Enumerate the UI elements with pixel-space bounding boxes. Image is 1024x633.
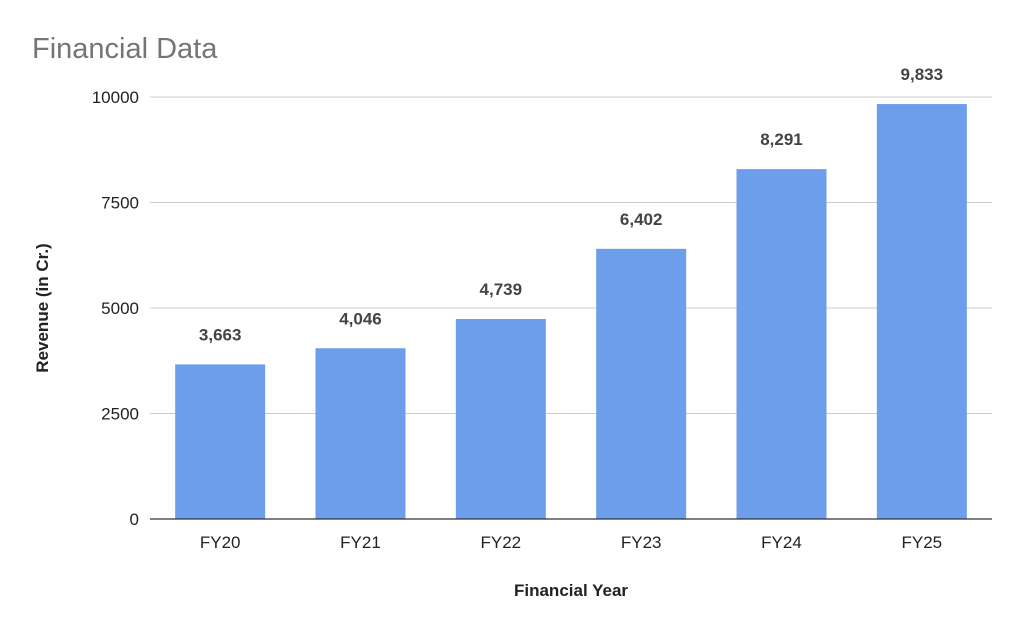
y-tick-label: 10000 [92,88,139,107]
y-tick-label: 7500 [101,194,139,213]
y-tick-label: 0 [130,510,139,529]
y-axis-title: Revenue (in Cr.) [33,243,52,372]
data-label-fy22: 4,739 [480,280,523,299]
x-axis-title: Financial Year [514,581,628,600]
data-label-fy21: 4,046 [339,309,382,328]
data-label-fy24: 8,291 [760,130,803,149]
bars [175,104,967,520]
chart-title: Financial Data [32,33,218,65]
x-tick-label-fy20: FY20 [200,533,241,552]
x-tick-label-fy23: FY23 [621,533,662,552]
y-tick-label: 5000 [101,299,139,318]
bar-fy25 [876,104,967,520]
bar-fy23 [596,248,687,519]
data-label-fy25: 9,833 [901,65,944,84]
x-tick-label-fy25: FY25 [902,533,943,552]
x-axis-ticks: FY20 FY21 FY22 FY23 FY24 FY25 [200,533,942,552]
bar-fy21 [315,348,406,519]
data-label-fy23: 6,402 [620,210,663,229]
gridlines [150,96,992,414]
y-axis-ticks: 0 2500 5000 7500 10000 [92,88,139,529]
bar-fy22 [455,319,546,519]
data-label-fy20: 3,663 [199,325,242,344]
bar-fy24 [736,169,827,519]
x-tick-label-fy22: FY22 [481,533,522,552]
bar-fy20 [175,364,266,519]
x-tick-label-fy24: FY24 [761,533,802,552]
data-labels: 3,663 4,046 4,739 6,402 8,291 9,833 [199,65,943,344]
x-tick-label-fy21: FY21 [340,533,381,552]
y-tick-label: 2500 [101,405,139,424]
